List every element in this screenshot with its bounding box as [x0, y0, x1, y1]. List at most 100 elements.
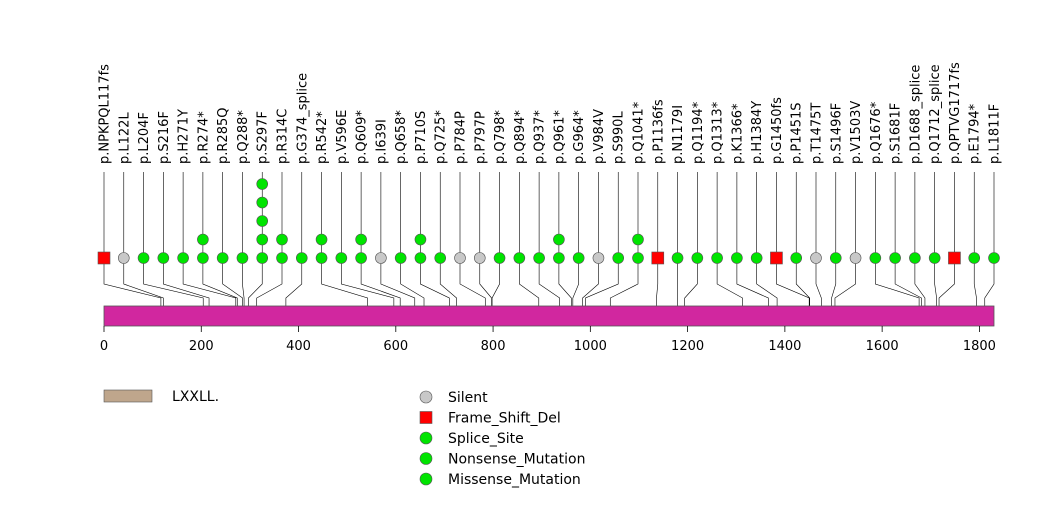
- mutation-label: p.Q1313*: [711, 101, 726, 164]
- mutation-label: p.N1179I: [671, 105, 686, 164]
- mutation-label: p.Q1194*: [691, 101, 706, 164]
- mutation-label: p.Q1712_splice: [928, 64, 943, 164]
- x-tick-label: 1600: [866, 339, 899, 354]
- mutation-marker: [869, 252, 882, 264]
- mutation-marker: [948, 251, 961, 265]
- mutation-marker: [375, 252, 387, 264]
- mutation-markers: [97, 178, 1000, 265]
- mutation-marker: [691, 252, 704, 264]
- legend-label: Nonsense_Mutation: [448, 452, 585, 468]
- mutation-marker: [414, 252, 427, 264]
- connector-line: [538, 258, 560, 306]
- legend-label: Splice_Site: [448, 431, 524, 447]
- mutation-marker: [454, 252, 466, 264]
- mutation-marker: [157, 252, 170, 264]
- connector-line: [143, 258, 204, 306]
- mutation-marker: [770, 251, 783, 265]
- mutation-marker: [97, 251, 111, 265]
- connector-line: [914, 258, 926, 306]
- mutation-marker: [276, 233, 288, 246]
- connector-line: [894, 258, 922, 306]
- mutation-marker: [256, 252, 269, 264]
- mutation-label: p.NPKPQL117fs: [98, 64, 113, 164]
- mutation-label: p.L1811F: [988, 104, 1003, 164]
- connector-line: [420, 258, 450, 306]
- mutation-marker: [612, 252, 625, 264]
- mutation-marker: [711, 252, 723, 264]
- mutation-label: p.Q894*: [513, 110, 528, 164]
- connector-line: [182, 258, 237, 306]
- mutation-label: p.Q725*: [434, 110, 449, 164]
- x-tick-label: 1800: [963, 339, 996, 354]
- connector-line: [815, 258, 822, 306]
- mutation-marker: [236, 252, 249, 264]
- x-tick-label: 400: [286, 339, 311, 354]
- mutation-marker: [909, 252, 921, 264]
- mutation-marker: [216, 252, 229, 264]
- legend-marker: [419, 390, 433, 404]
- connector-line: [285, 258, 303, 306]
- mutation-label: p.V1503V: [849, 101, 864, 164]
- domain-legend-label: LXXLL.: [172, 389, 219, 405]
- connector-line: [795, 258, 810, 306]
- connector-line: [123, 258, 164, 306]
- connector-line: [400, 258, 425, 306]
- connector-line: [875, 258, 920, 306]
- x-tick-label: 1200: [671, 339, 704, 354]
- connector-line: [360, 258, 401, 306]
- mutation-marker: [572, 252, 585, 264]
- mutation-marker: [295, 252, 308, 264]
- mutation-label: p.R274*: [196, 111, 211, 164]
- mutation-label: p.H271Y: [177, 109, 192, 164]
- x-axis: 0 200 400 600 800 1000 1200 1400 1600 1800: [100, 326, 996, 354]
- connector-line: [479, 258, 492, 306]
- legend-label: Frame_Shift_Del: [448, 411, 561, 427]
- legend: LXXLL. Silent Frame_Shift_Del Splice_Site No…: [103, 389, 585, 488]
- mutation-marker: [493, 252, 506, 264]
- x-tick-label: 1000: [574, 339, 607, 354]
- connector-line: [321, 258, 368, 306]
- mutation-label: p.S1496F: [829, 103, 844, 164]
- mutation-label: p.I639I: [374, 119, 389, 164]
- x-tick-label: 200: [189, 339, 214, 354]
- mutation-marker: [335, 252, 348, 264]
- mutation-label: p.S216F: [157, 111, 172, 164]
- connector-line: [585, 258, 619, 306]
- mutation-marker: [137, 252, 150, 264]
- x-tick-label: 600: [383, 339, 408, 354]
- mutation-marker: [790, 252, 803, 264]
- connector-line: [222, 258, 243, 306]
- mutation-label: p.G1450fs: [770, 97, 785, 164]
- connector-line: [973, 258, 977, 306]
- mutation-label: p.L122L: [117, 112, 132, 164]
- connector-line: [572, 258, 579, 306]
- mutation-label: p.Q658*: [394, 110, 409, 164]
- mutation-marker: [889, 252, 901, 264]
- x-tick-label: 0: [100, 339, 108, 354]
- mutation-label: p.S990L: [612, 111, 627, 164]
- connector-line: [934, 258, 937, 306]
- mutation-marker: [849, 252, 862, 264]
- mutation-marker: [355, 233, 367, 246]
- connector-line: [656, 258, 659, 306]
- mutation-marker: [632, 252, 644, 264]
- mutation-marker: [117, 252, 130, 264]
- mutation-label: p.G964*: [572, 110, 587, 164]
- mutation-label: p.S297F: [256, 111, 271, 164]
- mutation-marker: [750, 252, 763, 264]
- mutation-marker: [651, 251, 665, 265]
- connector-line: [558, 258, 572, 306]
- mutation-label: p.T1475T: [810, 103, 825, 164]
- mutation-marker: [355, 252, 367, 264]
- mutation-marker: [592, 252, 605, 264]
- mutation-label: p.G374_splice: [295, 73, 310, 164]
- mutation-label: p.P784P: [454, 111, 469, 164]
- mutation-marker: [513, 252, 526, 264]
- mutation-marker: [197, 252, 209, 264]
- mutation-marker: [553, 233, 565, 246]
- mutation-marker: [810, 252, 822, 264]
- mutation-label: p.D1688_splice: [908, 65, 923, 164]
- connector-line: [756, 258, 778, 306]
- mutation-label: p.L204F: [137, 112, 152, 164]
